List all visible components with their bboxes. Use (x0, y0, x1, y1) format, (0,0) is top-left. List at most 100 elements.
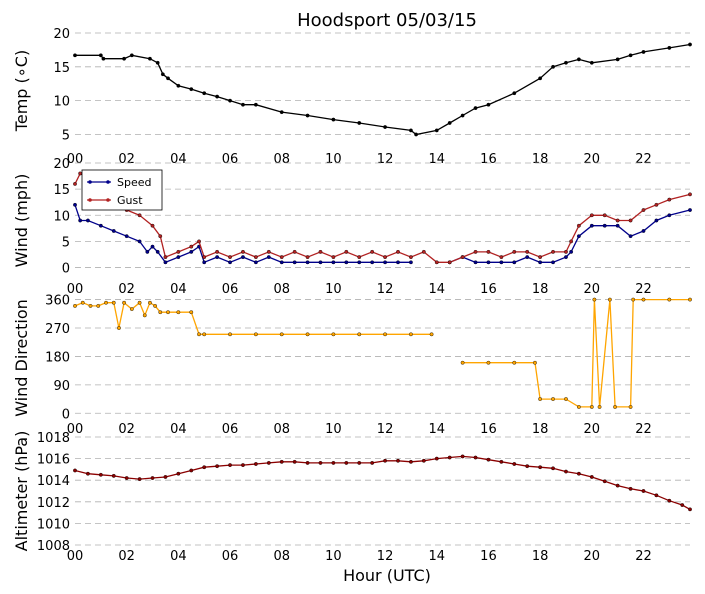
x-tick-label: 18 (532, 152, 549, 167)
data-point (122, 300, 126, 305)
data-point (241, 102, 245, 107)
data-point (202, 91, 207, 96)
data-point (667, 45, 672, 50)
data-point (688, 297, 692, 302)
data-point (597, 405, 602, 409)
data-point (447, 455, 452, 460)
data-point (654, 218, 659, 223)
data-point (486, 249, 491, 254)
data-point (163, 260, 168, 265)
x-tick-label: 06 (222, 549, 239, 564)
data-point (176, 255, 181, 259)
data-point (189, 249, 194, 254)
x-tick-label: 00 (67, 422, 84, 437)
data-point (641, 489, 646, 493)
series-line (74, 298, 690, 408)
data-point (473, 260, 478, 265)
series-0 (73, 42, 692, 137)
x-tick-label: 14 (428, 282, 445, 297)
data-point (589, 213, 594, 218)
x-tick-label: 10 (325, 422, 342, 437)
data-point (512, 260, 517, 265)
data-point (137, 213, 142, 218)
data-point (667, 498, 672, 503)
data-point (253, 462, 258, 466)
data-point (421, 249, 426, 254)
x-tick-label: 18 (532, 422, 549, 437)
data-point (473, 249, 478, 254)
data-point (344, 461, 349, 465)
data-point (576, 223, 581, 228)
data-point (538, 397, 543, 401)
x-tick-label: 06 (222, 282, 239, 297)
panel-2: 0 90 180 270 360 00 02 04 06 08 10 12 14 16 18 20 22 Wind… (12, 294, 692, 437)
data-point (383, 458, 387, 463)
data-point (111, 473, 116, 478)
data-point (160, 72, 165, 77)
x-tick-label: 02 (118, 282, 135, 297)
data-point (98, 472, 103, 477)
x-tick-label: 20 (584, 282, 601, 297)
y-tick-label: 0 (62, 262, 70, 277)
data-point (241, 255, 245, 259)
data-point (414, 132, 418, 137)
data-point (318, 461, 323, 465)
data-point (155, 60, 160, 65)
y-tick-label: 180 (45, 350, 70, 365)
series-line (74, 172, 691, 263)
data-point (486, 260, 491, 265)
data-point (589, 223, 594, 228)
data-point (499, 260, 504, 265)
data-point (551, 260, 555, 265)
data-point (344, 260, 349, 265)
data-point (266, 255, 271, 259)
data-point (434, 128, 439, 133)
x-tick-label: 04 (170, 549, 187, 564)
data-point (331, 260, 336, 265)
x-tick-label: 06 (222, 152, 239, 167)
data-point (512, 249, 517, 254)
data-point (88, 303, 93, 308)
y-tick-label: 1010 (37, 517, 70, 532)
data-point (122, 56, 126, 61)
data-point (124, 476, 129, 480)
data-point (473, 106, 478, 110)
data-point (589, 405, 594, 409)
data-point (176, 471, 181, 476)
data-point (631, 297, 636, 302)
data-point (409, 459, 413, 464)
data-point (215, 249, 220, 254)
data-point (253, 260, 258, 265)
data-point (512, 360, 517, 365)
data-point (688, 208, 692, 212)
data-point (357, 332, 362, 337)
x-tick-label: 08 (273, 549, 290, 564)
y-tick-label: 1016 (37, 453, 70, 468)
data-point (396, 458, 400, 463)
x-tick-label: 08 (273, 152, 290, 167)
data-point (607, 297, 612, 302)
data-point (589, 60, 594, 65)
x-tick-label: 12 (377, 282, 394, 297)
data-point (641, 297, 646, 302)
data-point (447, 260, 452, 265)
data-point (202, 255, 207, 259)
x-tick-label: 22 (635, 422, 652, 437)
y-axis-label: Altimeter (hPa) (12, 431, 31, 552)
data-point (357, 121, 362, 125)
data-point (667, 197, 672, 202)
data-point (153, 303, 158, 308)
data-point (150, 476, 155, 480)
data-point (101, 56, 106, 61)
x-tick-label: 02 (118, 549, 135, 564)
x-tick-label: 04 (170, 422, 187, 437)
data-point (197, 332, 201, 337)
data-point (176, 310, 181, 315)
x-tick-label: 14 (428, 422, 445, 437)
data-point (202, 332, 207, 337)
data-point (104, 300, 108, 305)
x-tick-label: 20 (584, 549, 601, 564)
data-point (615, 483, 620, 488)
x-tick-label: 12 (377, 549, 394, 564)
